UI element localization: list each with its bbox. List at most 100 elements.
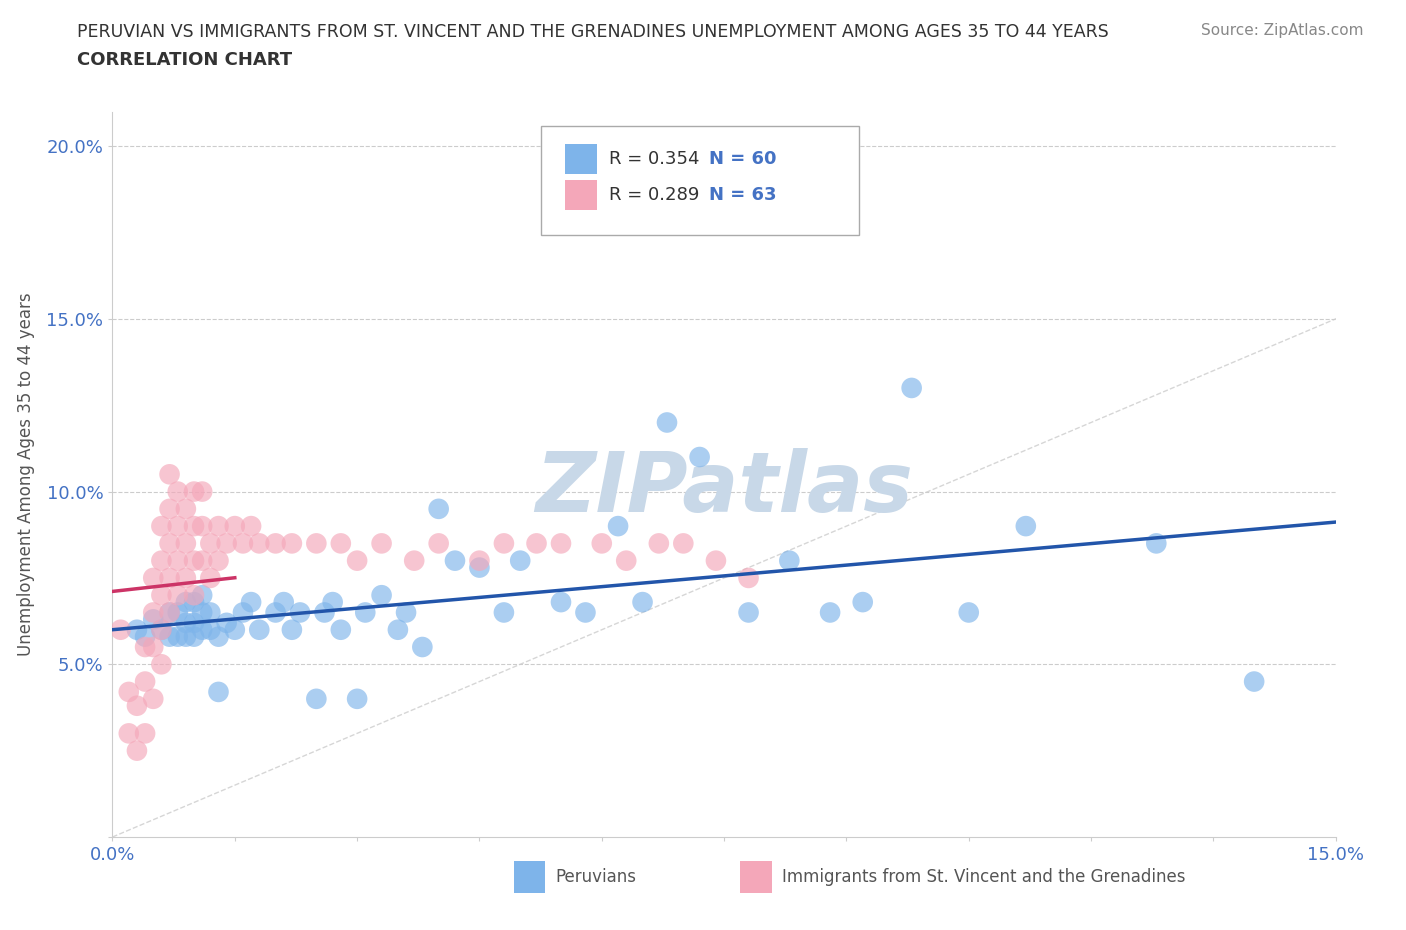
Point	[1243, 674, 1265, 689]
Point	[191, 485, 214, 499]
Point	[191, 588, 214, 603]
Point	[427, 501, 450, 516]
Point	[159, 570, 181, 585]
Point	[159, 467, 181, 482]
Point	[264, 536, 287, 551]
Point	[737, 570, 759, 585]
Point	[183, 630, 205, 644]
Text: N = 60: N = 60	[710, 150, 778, 167]
Point	[134, 726, 156, 741]
Point	[191, 622, 214, 637]
Point	[305, 691, 328, 706]
Point	[281, 622, 304, 637]
Text: Peruvians: Peruvians	[555, 868, 637, 886]
Point	[607, 519, 630, 534]
FancyBboxPatch shape	[740, 861, 772, 893]
Point	[273, 594, 295, 609]
Point	[240, 594, 263, 609]
Point	[125, 743, 148, 758]
Point	[215, 536, 238, 551]
Point	[648, 536, 671, 551]
Point	[183, 588, 205, 603]
Point	[159, 605, 181, 620]
Point	[174, 536, 197, 551]
Point	[142, 570, 165, 585]
Point	[427, 536, 450, 551]
Point	[150, 657, 173, 671]
Text: Immigrants from St. Vincent and the Grenadines: Immigrants from St. Vincent and the Gren…	[782, 868, 1185, 886]
Point	[191, 605, 214, 620]
Point	[159, 605, 181, 620]
Point	[329, 536, 352, 551]
Point	[142, 640, 165, 655]
Point	[314, 605, 336, 620]
Point	[550, 594, 572, 609]
Point	[346, 691, 368, 706]
Point	[142, 691, 165, 706]
Point	[134, 630, 156, 644]
Point	[125, 698, 148, 713]
Text: PERUVIAN VS IMMIGRANTS FROM ST. VINCENT AND THE GRENADINES UNEMPLOYMENT AMONG AG: PERUVIAN VS IMMIGRANTS FROM ST. VINCENT …	[77, 23, 1109, 41]
Point	[174, 570, 197, 585]
Y-axis label: Unemployment Among Ages 35 to 44 years: Unemployment Among Ages 35 to 44 years	[17, 293, 35, 656]
Point	[509, 553, 531, 568]
FancyBboxPatch shape	[565, 179, 598, 210]
Point	[444, 553, 467, 568]
Point	[150, 553, 173, 568]
Point	[387, 622, 409, 637]
Point	[142, 612, 165, 627]
Point	[655, 415, 678, 430]
Point	[183, 553, 205, 568]
FancyBboxPatch shape	[540, 126, 859, 235]
Point	[200, 605, 222, 620]
Point	[247, 536, 270, 551]
Point	[224, 622, 246, 637]
Point	[183, 594, 205, 609]
Point	[852, 594, 875, 609]
Point	[134, 640, 156, 655]
Point	[166, 605, 188, 620]
Point	[125, 622, 148, 637]
Point	[110, 622, 132, 637]
Point	[900, 380, 922, 395]
Point	[166, 553, 188, 568]
Point	[166, 630, 188, 644]
Point	[200, 570, 222, 585]
Point	[150, 622, 173, 637]
Point	[370, 588, 392, 603]
FancyBboxPatch shape	[565, 143, 598, 174]
Point	[264, 605, 287, 620]
Point	[166, 588, 188, 603]
Point	[1144, 536, 1167, 551]
Point	[354, 605, 377, 620]
Point	[492, 536, 515, 551]
Point	[240, 519, 263, 534]
Point	[288, 605, 311, 620]
Point	[631, 594, 654, 609]
Point	[191, 553, 214, 568]
Point	[492, 605, 515, 620]
Point	[404, 553, 426, 568]
Point	[174, 630, 197, 644]
Point	[689, 449, 711, 464]
Text: ZIPatlas: ZIPatlas	[536, 448, 912, 529]
Point	[232, 536, 254, 551]
Point	[818, 605, 841, 620]
Point	[957, 605, 980, 620]
Point	[183, 485, 205, 499]
Point	[411, 640, 433, 655]
Point	[468, 560, 491, 575]
Point	[174, 616, 197, 631]
Point	[329, 622, 352, 637]
Point	[191, 519, 214, 534]
Point	[200, 622, 222, 637]
Point	[322, 594, 344, 609]
Point	[159, 536, 181, 551]
Point	[118, 684, 141, 699]
Point	[159, 630, 181, 644]
Point	[1015, 519, 1038, 534]
Point	[150, 588, 173, 603]
Point	[174, 594, 197, 609]
Point	[247, 622, 270, 637]
Point	[778, 553, 800, 568]
